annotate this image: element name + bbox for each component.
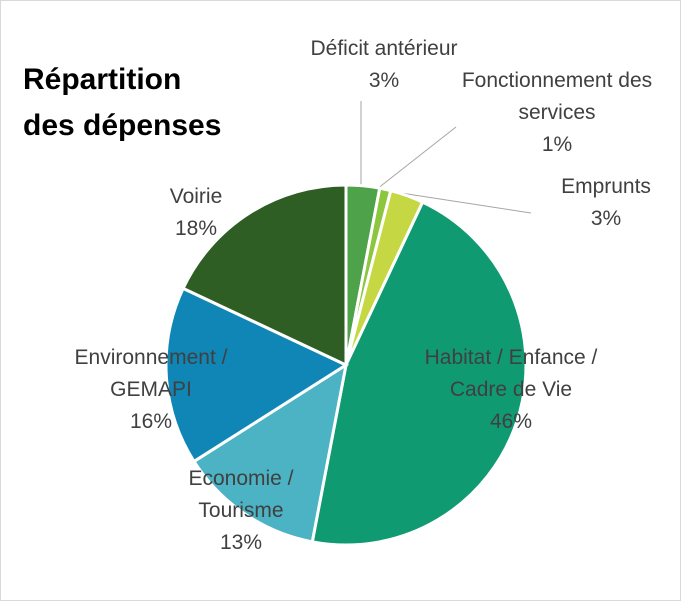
slice-label: Environnement / GEMAPI 16% <box>51 342 251 438</box>
slice-label: Economie / Tourisme 13% <box>161 463 321 559</box>
category-label: Emprunts <box>561 175 651 198</box>
slice-label: Fonctionnement des services 1% <box>457 65 657 161</box>
leader-line <box>376 126 457 190</box>
category-label: Habitat / Enfance / Cadre de Vie <box>424 346 598 401</box>
slice-label: Déficit antérieur 3% <box>264 33 504 97</box>
value-label: 1% <box>541 133 573 156</box>
pie-slice <box>181 183 348 368</box>
pie-slice <box>164 286 350 464</box>
value-label: 13% <box>219 531 263 554</box>
value-label: 16% <box>129 410 173 433</box>
leader-line <box>400 192 532 214</box>
value-label: 18% <box>174 217 218 240</box>
slice-label: Voirie 18% <box>121 181 271 245</box>
category-label: Economie / Tourisme <box>188 467 294 522</box>
slice-label: Emprunts 3% <box>531 171 680 235</box>
pie-slice <box>191 361 349 544</box>
category-label: Environnement / GEMAPI <box>74 346 228 401</box>
value-label: 3% <box>590 207 622 230</box>
value-label: 46% <box>489 410 533 433</box>
category-label: Voirie <box>169 185 223 208</box>
slice-label: Habitat / Enfance / Cadre de Vie 46% <box>396 342 626 438</box>
pie-slice <box>310 200 528 547</box>
category-label: Déficit antérieur <box>310 37 458 60</box>
value-label: 3% <box>368 69 400 92</box>
chart-title: Répartition des dépenses <box>23 63 222 142</box>
category-label: Fonctionnement des services <box>461 69 653 124</box>
